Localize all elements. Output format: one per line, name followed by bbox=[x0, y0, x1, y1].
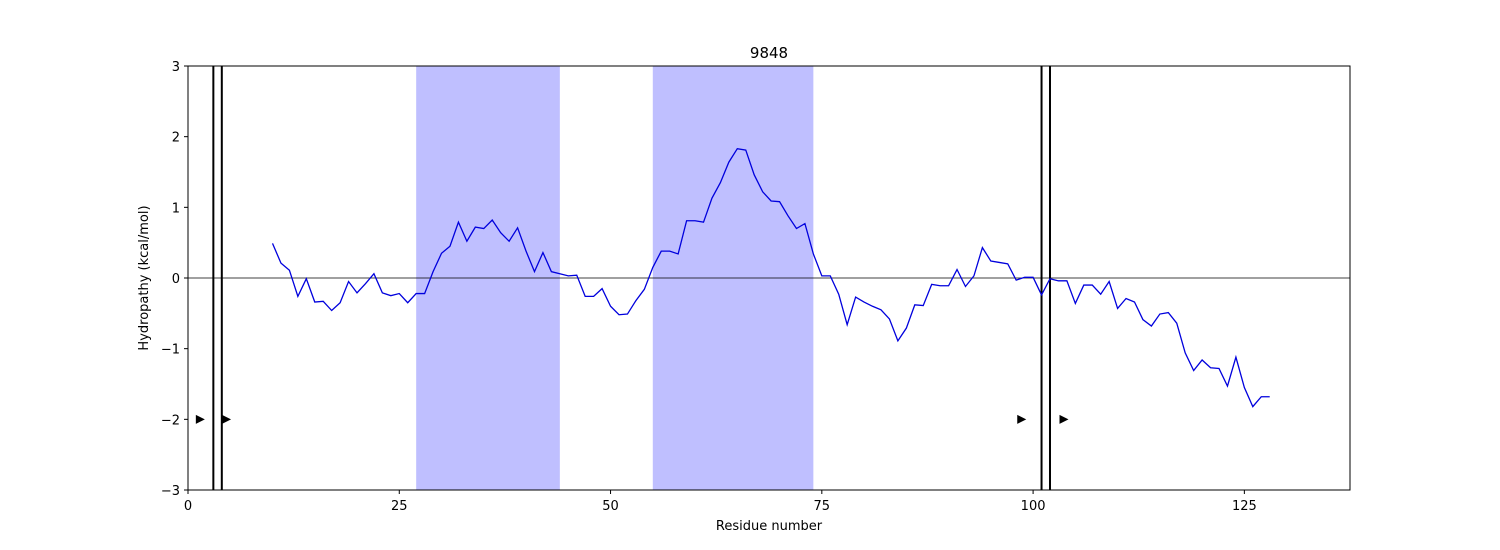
y-axis-label: Hydropathy (kcal/mol) bbox=[137, 205, 152, 350]
y-tick-label: −2 bbox=[161, 413, 180, 428]
x-tick-label: 125 bbox=[1232, 499, 1257, 514]
x-tick-label: 25 bbox=[391, 499, 408, 514]
marker-3 bbox=[1017, 414, 1027, 424]
x-axis-ticks: 0 25 50 75 100 125 bbox=[184, 490, 1257, 514]
y-tick-label: 3 bbox=[172, 60, 180, 75]
y-tick-label: −1 bbox=[161, 343, 180, 358]
x-axis-label: Residue number bbox=[716, 519, 823, 534]
y-tick-label: 0 bbox=[172, 272, 180, 287]
y-axis-ticks: −3 −2 −1 0 1 2 3 bbox=[161, 60, 188, 499]
x-tick-label: 100 bbox=[1021, 499, 1046, 514]
chart-title: 9848 bbox=[750, 44, 788, 62]
y-tick-label: 1 bbox=[172, 201, 180, 216]
vertical-lines bbox=[212, 66, 1051, 490]
marker-group bbox=[195, 414, 1069, 424]
hydropathy-series-line bbox=[271, 147, 1270, 408]
y-tick-label: 2 bbox=[172, 131, 180, 146]
x-tick-label: 0 bbox=[184, 499, 192, 514]
x-tick-label: 50 bbox=[602, 499, 619, 514]
marker-2 bbox=[222, 414, 232, 424]
marker-4 bbox=[1059, 414, 1069, 424]
marker-1 bbox=[195, 414, 205, 424]
y-tick-label: −3 bbox=[161, 484, 180, 499]
x-tick-label: 75 bbox=[814, 499, 831, 514]
